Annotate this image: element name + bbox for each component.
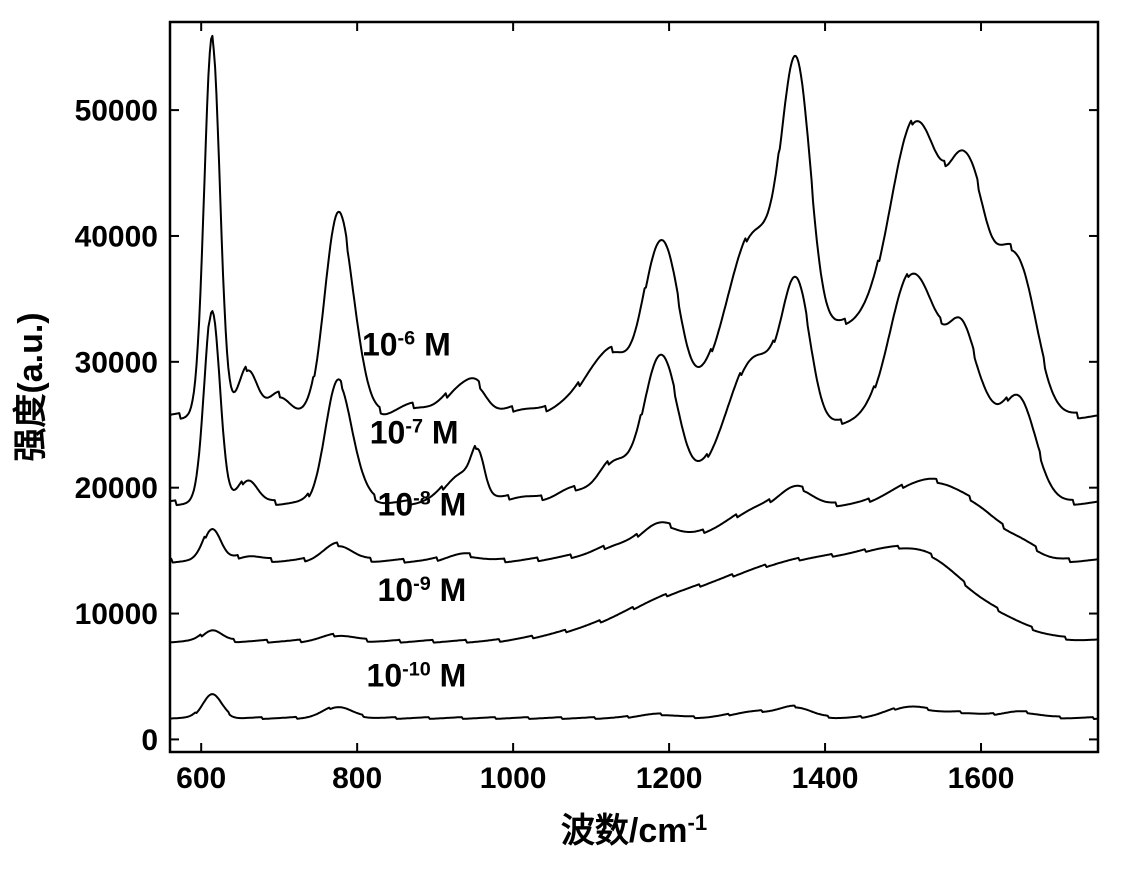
y-tick-label: 0	[141, 724, 158, 757]
x-axis-label: 波数/cm-1	[561, 810, 707, 851]
y-tick-label: 30000	[75, 346, 158, 379]
x-tick-label: 1000	[480, 762, 547, 795]
x-tick-label: 1200	[636, 762, 703, 795]
raman-spectra-chart: 600 800 1000 1200 1400 1600 0 10000 20000 30000 40…	[0, 0, 1127, 886]
x-tick-label: 600	[176, 762, 226, 795]
y-tick-label: 50000	[75, 95, 158, 128]
y-tick-label: 40000	[75, 220, 158, 253]
x-tick-label: 800	[332, 762, 382, 795]
y-axis-label: 强度(a.u.)	[12, 312, 50, 461]
y-tick-label: 20000	[75, 472, 158, 505]
y-tick-label: 10000	[75, 598, 158, 631]
x-tick-label: 1400	[792, 762, 859, 795]
x-tick-label: 1600	[948, 762, 1015, 795]
chart-svg: 600 800 1000 1200 1400 1600 0 10000 20000 30000 40…	[0, 0, 1127, 886]
